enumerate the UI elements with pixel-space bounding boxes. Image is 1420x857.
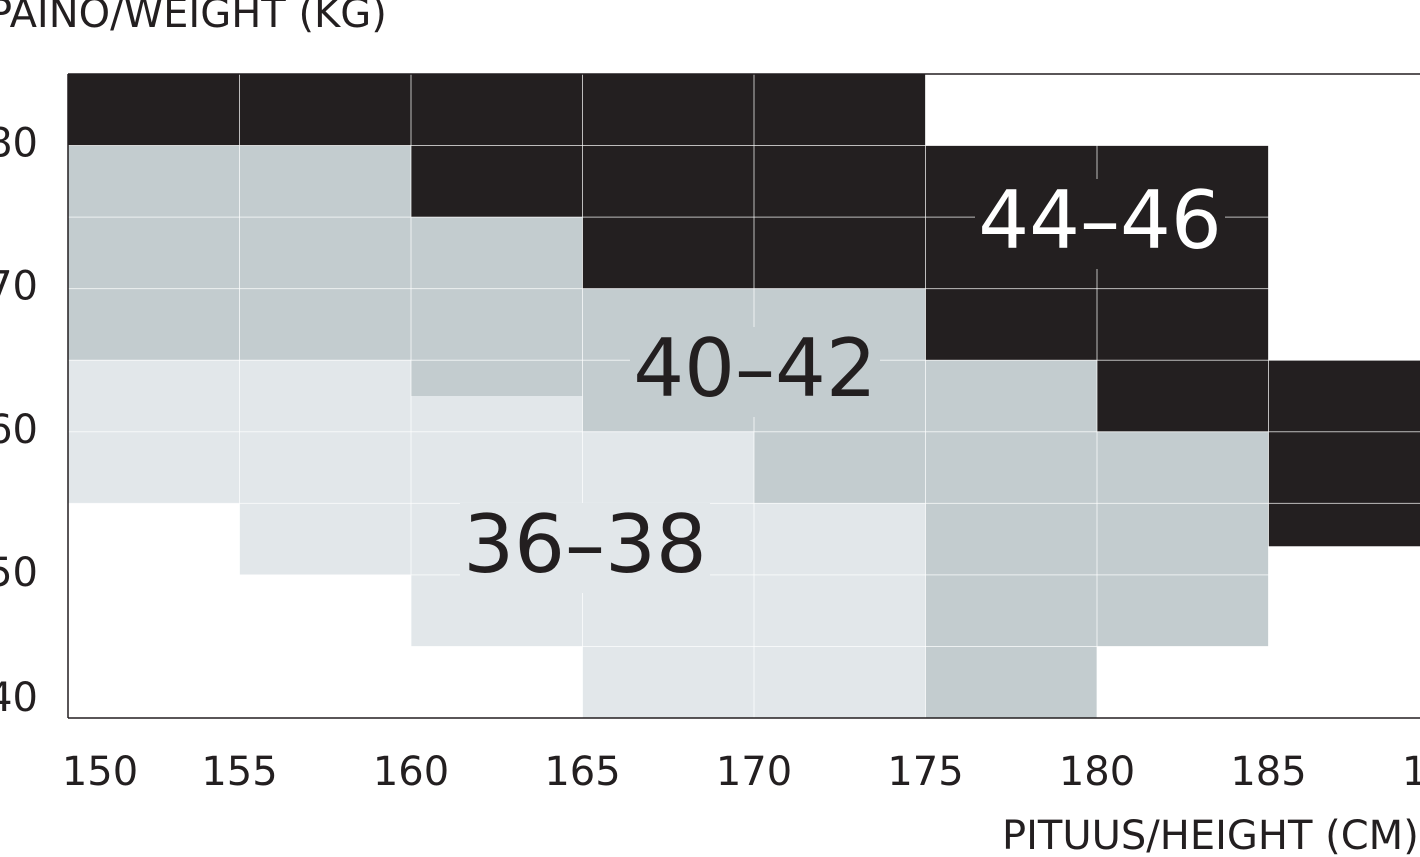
zone-cell <box>925 360 1097 718</box>
zone-label: 36–38 <box>463 498 707 591</box>
y-tick-label: 50 <box>0 550 38 596</box>
x-tick-label: 170 <box>716 749 792 795</box>
y-tick-label: 70 <box>0 264 38 310</box>
x-tick-label: 185 <box>1230 749 1306 795</box>
zone-cell <box>411 217 583 396</box>
zone-cell <box>1268 360 1420 547</box>
x-tick-label: 160 <box>373 749 449 795</box>
zone-cell <box>1097 431 1269 647</box>
zone-label-bg <box>630 327 880 417</box>
x-tick-label: 190 <box>1402 749 1420 795</box>
zone-label: 44–46 <box>978 174 1222 267</box>
x-axis-label: PITUUS/HEIGHT (CM) <box>1002 813 1419 857</box>
y-tick-label: 60 <box>0 407 38 453</box>
x-tick-label: 155 <box>201 749 277 795</box>
zone-cell <box>754 503 926 718</box>
x-tick-label: 175 <box>887 749 963 795</box>
y-tick-label: 40 <box>0 675 38 721</box>
zone-label-bg <box>975 179 1225 269</box>
zone-label-bg <box>460 503 710 593</box>
x-tick-label: 180 <box>1059 749 1135 795</box>
y-tick-label: 80 <box>0 121 38 167</box>
x-tick-label: 150 <box>62 749 138 795</box>
x-tick-label: 165 <box>544 749 620 795</box>
zone-label: 40–42 <box>633 322 877 415</box>
y-axis-label: PAINO/WEIGHT (KG) <box>0 0 387 37</box>
zone-cell <box>239 360 411 575</box>
